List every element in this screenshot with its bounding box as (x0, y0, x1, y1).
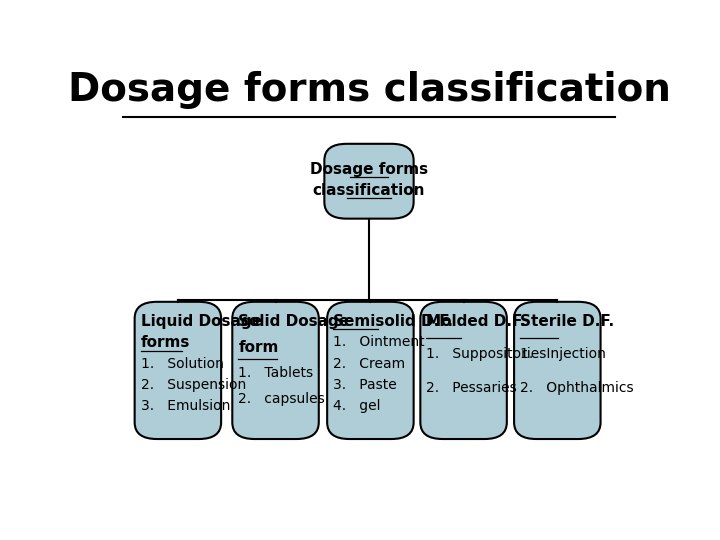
FancyBboxPatch shape (233, 302, 319, 439)
Text: 4.   gel: 4. gel (333, 399, 381, 413)
Text: Dosage forms classification: Dosage forms classification (68, 71, 670, 109)
Text: 1.   Injection: 1. Injection (520, 347, 606, 361)
Text: Dosage forms: Dosage forms (310, 162, 428, 177)
FancyBboxPatch shape (324, 144, 413, 219)
Text: Molded D.F.: Molded D.F. (426, 314, 526, 329)
Text: 2.   Pessaries: 2. Pessaries (426, 381, 517, 395)
Text: 2.   capsules: 2. capsules (238, 392, 325, 406)
Text: 1.   Suppositories: 1. Suppositories (426, 347, 546, 361)
Text: Solid Dosage: Solid Dosage (238, 314, 349, 329)
Text: 3.   Paste: 3. Paste (333, 378, 397, 392)
Text: 3.   Emulsion: 3. Emulsion (140, 399, 230, 413)
Text: 2.   Ophthalmics: 2. Ophthalmics (520, 381, 634, 395)
FancyBboxPatch shape (420, 302, 507, 439)
Text: Liquid Dosage: Liquid Dosage (140, 314, 261, 329)
Text: forms: forms (140, 335, 190, 350)
Text: 1.   Solution: 1. Solution (140, 356, 224, 370)
Text: 2.   Cream: 2. Cream (333, 356, 405, 370)
FancyBboxPatch shape (327, 302, 413, 439)
Text: 1.   Ointment: 1. Ointment (333, 335, 425, 349)
FancyBboxPatch shape (135, 302, 221, 439)
Text: Semisolid D.F.: Semisolid D.F. (333, 314, 453, 329)
Text: 1.   Tablets: 1. Tablets (238, 366, 313, 380)
Text: classification: classification (312, 183, 426, 198)
Text: Sterile D.F.: Sterile D.F. (520, 314, 614, 329)
Text: 2.   Suspension: 2. Suspension (140, 378, 246, 392)
Text: form: form (238, 340, 279, 355)
FancyBboxPatch shape (514, 302, 600, 439)
